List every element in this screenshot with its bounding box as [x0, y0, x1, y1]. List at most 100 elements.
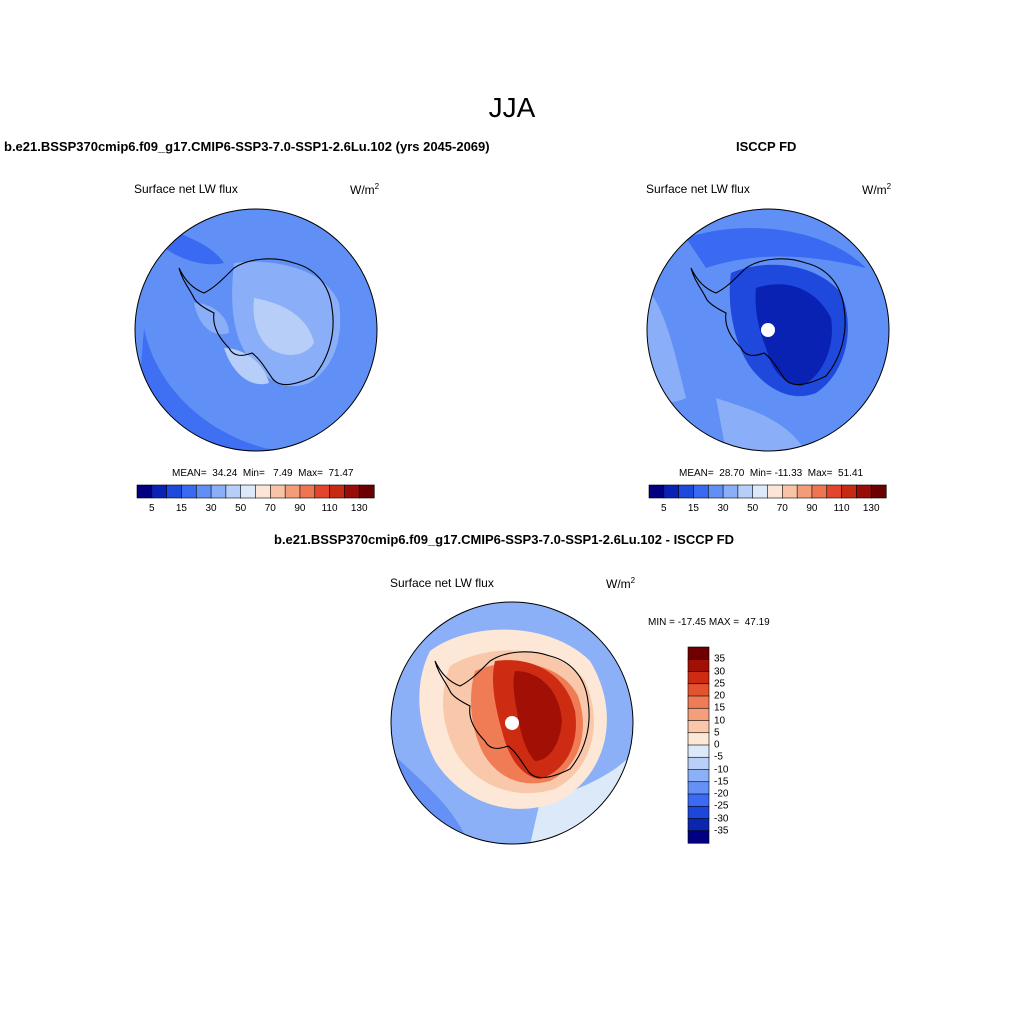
colorbar-swatch — [687, 732, 710, 746]
panel3-stats: MIN = -17.45 MAX = 47.19 — [648, 617, 770, 628]
colorbar-tick-label: -10 — [714, 764, 729, 775]
colorbar-swatch — [687, 695, 710, 709]
colorbar-swatch — [210, 484, 227, 499]
panel2-polar-map — [646, 208, 890, 452]
panel2-stats: MEAN= 28.70 Min= -11.33 Max= 51.41 — [679, 468, 864, 479]
colorbar-tick-label: 5 — [661, 503, 667, 514]
colorbar-swatch — [687, 830, 710, 844]
colorbar-swatch — [687, 646, 710, 660]
colorbar-swatch — [687, 720, 710, 734]
colorbar-tick-label: 15 — [687, 503, 699, 514]
colorbar-swatch — [782, 484, 798, 499]
colorbar-tick-label: -25 — [714, 800, 729, 812]
colorbar-swatch — [687, 707, 710, 722]
panel2-high-flux-region-2 — [716, 398, 806, 451]
colorbar-tick-label: 30 — [205, 503, 217, 514]
panel1-low-flux-region — [135, 328, 377, 451]
colorbar-swatch — [255, 484, 271, 499]
colorbar-swatch — [687, 805, 710, 820]
colorbar-swatch — [707, 484, 724, 499]
colorbar-swatch — [344, 484, 360, 499]
colorbar-tick-label: 130 — [350, 503, 368, 514]
panel1-polar-map — [134, 208, 378, 452]
panel3-polar-map — [390, 601, 634, 845]
colorbar-tick-label: 90 — [806, 503, 818, 514]
colorbar-swatch — [151, 484, 168, 499]
colorbar-swatch — [648, 484, 665, 499]
colorbar-tick-label: 70 — [264, 503, 276, 514]
panel1-mid-flux-patch — [194, 303, 229, 335]
main-title: JJA — [488, 92, 536, 123]
colorbar-swatch — [181, 484, 197, 499]
colorbar-swatch — [693, 484, 709, 499]
colorbar-swatch — [737, 484, 754, 499]
colorbar-tick-label: 35 — [714, 653, 726, 665]
panel1-variable-label: Surface net LW flux — [134, 182, 238, 196]
panel1-colorbar — [136, 484, 375, 499]
colorbar-tick-label: 50 — [747, 503, 759, 514]
panel2-minimum-flux-region — [755, 284, 832, 386]
colorbar-tick-label: 15 — [175, 503, 187, 514]
colorbar-swatch — [195, 484, 212, 499]
colorbar-swatch — [663, 484, 680, 499]
colorbar-swatch — [870, 484, 887, 499]
panel3-maximum-region — [513, 671, 562, 761]
colorbar-swatch — [752, 484, 769, 499]
colorbar-swatch — [136, 484, 153, 499]
panel2-variable-label: Surface net LW flux — [646, 182, 750, 196]
colorbar-tick-label: 130 — [862, 503, 880, 514]
colorbar-tick-label: 110 — [833, 503, 850, 514]
colorbar-swatch — [687, 658, 710, 673]
colorbar-swatch — [856, 484, 872, 499]
colorbar-swatch — [329, 484, 345, 499]
panel2-low-flux-band — [686, 228, 866, 268]
colorbar-swatch — [687, 683, 710, 697]
colorbar-swatch — [811, 484, 828, 499]
colorbar-swatch — [687, 671, 710, 685]
panel3-antarctica-coastline — [434, 651, 590, 779]
colorbar-swatch — [678, 484, 695, 499]
colorbar-swatch — [299, 484, 316, 499]
colorbar-swatch — [767, 484, 783, 499]
panel3-pole-hole — [505, 716, 519, 730]
colorbar-tick-label: 30 — [717, 503, 729, 514]
panel1-antarctica-coastline — [178, 258, 334, 386]
colorbar-swatch — [722, 484, 739, 499]
colorbar-swatch — [687, 769, 710, 783]
colorbar-tick-label: 0 — [714, 739, 720, 751]
panel1-high-flux-patch-2 — [224, 348, 269, 385]
colorbar-swatch — [841, 484, 857, 499]
panel1-high-flux-patch — [253, 298, 314, 355]
colorbar-tick-label: 5 — [714, 727, 720, 739]
colorbar-tick-label: -30 — [714, 813, 729, 824]
colorbar-swatch — [270, 484, 286, 499]
colorbar-tick-label: 110 — [321, 503, 338, 514]
panel2-title: ISCCP FD — [736, 139, 797, 154]
panel1-units-label: W/m2 — [350, 182, 380, 197]
colorbar-tick-label: -15 — [714, 776, 729, 788]
panel2-colorbar-ticks: 5 15 30 50 70 90 110 130 — [649, 503, 886, 515]
panel2-antarctica-coastline — [690, 258, 846, 386]
panel3-map-border — [390, 601, 634, 845]
colorbar-tick-label: -20 — [714, 788, 729, 800]
colorbar-swatch — [687, 818, 710, 832]
colorbar-tick-label: 25 — [714, 678, 726, 690]
panel2-pole-hole — [761, 323, 775, 337]
panel3-title: b.e21.BSSP370cmip6.f09_g17.CMIP6-SSP3-7.… — [274, 532, 735, 547]
colorbar-swatch — [687, 744, 710, 758]
colorbar-swatch — [240, 484, 257, 499]
colorbar-tick-label: 50 — [235, 503, 247, 514]
colorbar-swatch — [284, 484, 301, 499]
colorbar-tick-label: -35 — [714, 825, 729, 837]
panel3-variable-label: Surface net LW flux — [390, 576, 494, 590]
colorbar-tick-label: 20 — [714, 690, 726, 702]
panel1-map-border — [134, 208, 378, 452]
colorbar-swatch — [687, 781, 710, 795]
panel3-colorbar-ticks: 35 30 25 20 15 10 5 0 -5 -10 -15 -20 -25 -30 -35 — [714, 647, 754, 843]
colorbar-swatch — [314, 484, 331, 499]
colorbar-swatch — [687, 793, 710, 807]
panel1-title: b.e21.BSSP370cmip6.f09_g17.CMIP6-SSP3-7.… — [4, 139, 490, 154]
colorbar-tick-label: 5 — [149, 503, 155, 514]
panel2-high-flux-region — [647, 288, 686, 403]
panel3-units-label: W/m2 — [606, 576, 636, 591]
